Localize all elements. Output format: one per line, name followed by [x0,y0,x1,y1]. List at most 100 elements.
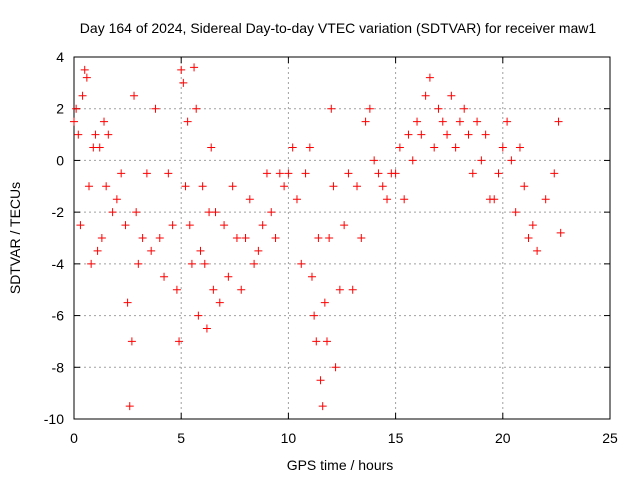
data-point [151,104,160,113]
data-point [267,208,276,217]
data-point [468,169,477,178]
data-point [194,311,203,320]
plot-frame [73,56,611,420]
data-point [301,169,310,178]
y-tick-label: -2 [52,204,65,220]
data-point [160,272,169,281]
data-point [318,402,327,411]
data-point [220,221,229,230]
data-point [138,234,147,242]
data-point [320,298,329,307]
data-point [357,234,366,242]
x-tick-label: 20 [495,430,511,446]
y-tick-label: 0 [56,152,64,168]
data-point [329,182,338,191]
data-point [391,169,400,178]
y-axis-label: SDTVAR / TECUs [7,182,23,294]
data-point [443,130,452,139]
data-point [177,65,186,74]
data-point [181,182,190,191]
data-point [271,234,280,242]
data-point [211,208,220,217]
data-point [207,143,216,152]
data-point [438,117,447,126]
data-point [550,169,559,178]
data-point [164,169,173,178]
data-point [196,246,205,255]
data-point [91,130,100,139]
data-point [168,221,177,230]
y-tick-label: -6 [52,308,65,324]
data-point [305,143,314,152]
x-tick-label: 15 [388,430,404,446]
data-point [224,272,233,281]
data-point [97,234,106,242]
data-point [322,337,331,346]
data-point [365,104,374,113]
x-tick-label: 10 [281,430,297,446]
x-tick-label: 25 [602,430,618,446]
data-point [374,169,383,178]
data-point [498,143,507,152]
data-point [132,208,141,217]
data-point [511,208,520,217]
data-point [192,104,201,113]
data-point [556,228,565,237]
data-point [325,234,334,242]
data-point [395,143,404,152]
y-tick-label: -4 [52,256,65,272]
data-point [297,259,306,268]
data-point [80,65,89,74]
data-point [82,73,91,82]
data-point [185,221,194,230]
data-point [95,143,104,152]
data-point [430,143,439,152]
data-point [125,402,134,411]
data-point [404,130,413,139]
data-point [127,337,136,346]
y-tick-label: 4 [56,49,64,65]
data-point [447,91,456,100]
data-point [292,195,301,204]
data-point [155,234,164,242]
data-point [421,91,430,100]
data-point [102,182,111,191]
data-point [417,130,426,139]
data-points [70,63,565,411]
axis-ticks: 0 5 10 15 20 25 -10 -8 -6 -4 -2 0 2 4 [44,49,618,446]
data-point [262,169,271,178]
data-point [175,337,184,346]
data-point [348,285,357,294]
data-point [408,156,417,165]
data-point [104,130,113,139]
data-point [554,117,563,126]
data-point [275,169,284,178]
data-point [464,130,473,139]
data-point [541,195,550,204]
data-point [228,182,237,191]
data-point [183,117,192,126]
data-point [187,259,196,268]
data-point [215,298,224,307]
data-point [370,156,379,165]
x-tick-label: 5 [177,430,185,446]
data-point [241,234,250,242]
data-point [134,259,143,268]
data-point [121,221,130,230]
data-point [314,234,323,242]
x-axis-label: GPS time / hours [287,457,394,473]
data-point [533,246,542,255]
data-point [451,143,460,152]
data-point [250,259,259,268]
data-point [481,130,490,139]
y-tick-label: -8 [52,359,65,375]
data-point [477,156,486,165]
data-point [130,91,139,100]
data-point [383,195,392,204]
data-point [494,169,503,178]
data-point [515,143,524,152]
data-point [200,259,209,268]
data-point [434,104,443,113]
y-tick-label: -10 [44,411,64,427]
